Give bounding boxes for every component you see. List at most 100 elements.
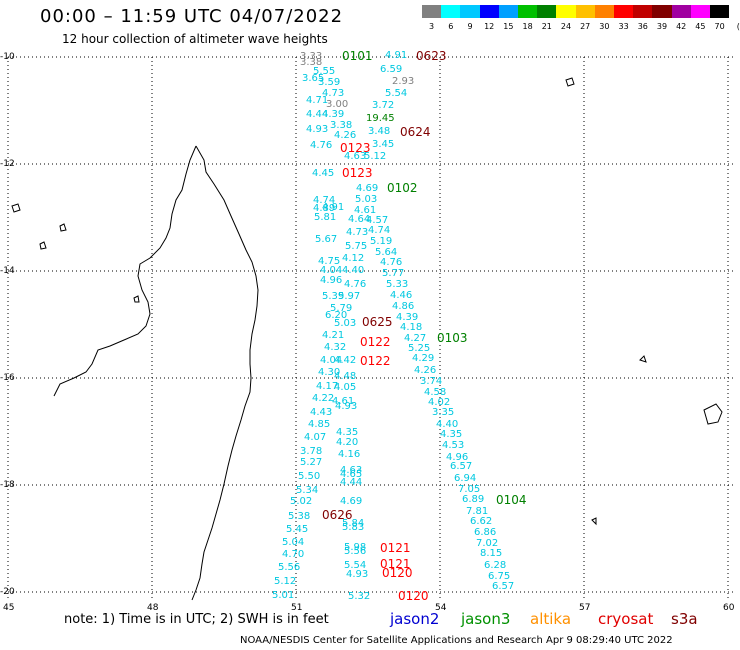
wave-height-value: 6.57 [450,461,473,472]
wave-height-value: 4.43 [310,407,333,418]
color-scale-label: 9 [467,22,473,31]
wave-height-value: 4.46 [390,290,413,301]
wave-height-value: 4.26 [414,365,437,376]
color-scale-swatch [633,5,653,18]
satellite-cryosat: cryosat [598,610,654,628]
color-scale-label: 6 [448,22,454,31]
color-scale-swatch [652,5,672,18]
wave-height-value: 4.17 [316,381,339,392]
color-scale-label: 30 [599,22,610,31]
wave-height-value: 6.86 [474,527,497,538]
color-scale-swatch [498,5,518,18]
wave-height-value: 4.35 [440,429,463,440]
wave-height-value: 5.55 [313,66,336,77]
wave-height-value: 4.71 [306,95,329,106]
wave-height-value: 4.12 [342,253,365,264]
wave-height-value: 7.05 [458,484,481,495]
latitude-label: -20 [0,587,15,597]
color-scale-label: 15 [503,22,514,31]
wave-height-value: 5.12 [364,151,387,162]
latitude-label: -18 [0,480,15,490]
wave-height-value: 4.91 [322,202,345,213]
color-scale-label: 36 [637,22,648,31]
wave-height-value: 4.63 [344,151,367,162]
wave-height-value: 4.96 [320,275,343,286]
wave-height-value: 7.02 [476,538,499,549]
wave-height-value: 5.83 [342,522,365,533]
wave-height-value: 3.00 [326,99,349,110]
wave-height-value: 3.35 [432,407,455,418]
wave-height-value: 5.01 [272,590,295,601]
wave-height-value: 5.98 [344,542,367,553]
wave-height-value: 4.53 [442,440,465,451]
comoros-island-1 [11,203,21,213]
wave-height-value: 5.84 [342,518,365,529]
wave-height-value: 4.20 [336,437,359,448]
satellite-s3a: s3a [671,610,698,628]
pass-time-label: 0624 [400,125,431,139]
color-scale-label: 45 [695,22,706,31]
wave-height-value: 8.15 [480,548,503,559]
wave-height-value: 5.56 [278,562,301,573]
wave-height-value: 19.45 [366,113,395,124]
latitude-label: -14 [0,266,15,276]
wave-height-value: 5.03 [355,194,378,205]
chart-subtitle: 12 hour collection of altimeter wave hei… [62,32,328,46]
wave-height-value: 2.93 [392,76,415,87]
wave-height-value: 4.74 [313,195,336,206]
color-scale-swatch [537,5,557,18]
wave-height-value: 5.19 [370,236,393,247]
wave-height-value: 5.50 [298,471,321,482]
wave-height-value: 4.63 [340,465,363,476]
madagascar-west-coast [53,145,197,397]
color-scale-swatch [460,5,480,18]
pass-time-label: 0123 [342,166,373,180]
pass-time-label: 0103 [437,331,468,345]
small-island-se [591,517,597,526]
color-scale-label: 27 [580,22,591,31]
wave-height-value: 4.58 [424,387,447,398]
wave-height-value: 4.86 [392,301,415,312]
color-scale-swatch [441,5,461,18]
color-scale-swatch [556,5,576,18]
footnote: note: 1) Time is in UTC; 2) SWH is in fe… [64,612,329,627]
wave-height-value: 4.44 [306,109,329,120]
longitude-label: 54 [435,603,447,613]
wave-height-value: 5.54 [344,560,367,571]
wave-height-value: 4.76 [344,279,367,290]
wave-height-value: 4.93 [335,401,358,412]
wave-height-value: 5.32 [348,591,371,602]
wave-height-value: 4.89 [313,203,336,214]
wave-height-value: 4.69 [356,183,379,194]
wave-height-value: 4.44 [340,477,363,488]
longitude-label: 57 [579,603,591,613]
wave-height-value: 7.81 [466,506,489,517]
wave-height-value: 4.04 [320,355,343,366]
wave-height-value: 3.78 [300,446,323,457]
wave-height-value: 4.57 [366,215,389,226]
pass-time-label: 0623 [416,49,447,63]
madagascar-coast [191,145,259,601]
wave-height-value: 4.65 [340,469,363,480]
wave-height-value: 5.39 [322,291,345,302]
wave-height-value: 4.27 [404,333,427,344]
longitude-label: 51 [291,603,303,613]
wave-height-value: 4.73 [322,88,345,99]
wave-height-value: 4.29 [412,353,435,364]
color-scale-label: 18 [522,22,533,31]
latitude-label: -10 [0,52,15,62]
comoros-island-3 [59,223,67,232]
color-scale-swatch [479,5,499,18]
pass-time-label: 0121 [380,557,411,571]
wave-height-value: 4.75 [318,256,341,267]
wave-height-value: 5.54 [385,88,408,99]
chart-title: 00:00 – 11:59 UTC 04/07/2022 [40,6,344,27]
wave-height-value: 4.76 [380,257,403,268]
wave-height-value: 4.96 [446,452,469,463]
wave-height-value: 4.35 [336,427,359,438]
wave-height-value: 6.89 [462,494,485,505]
wave-height-value: 5.02 [290,496,313,507]
wave-height-value: 4.42 [334,355,357,366]
wave-height-value: 4.04 [320,265,343,276]
